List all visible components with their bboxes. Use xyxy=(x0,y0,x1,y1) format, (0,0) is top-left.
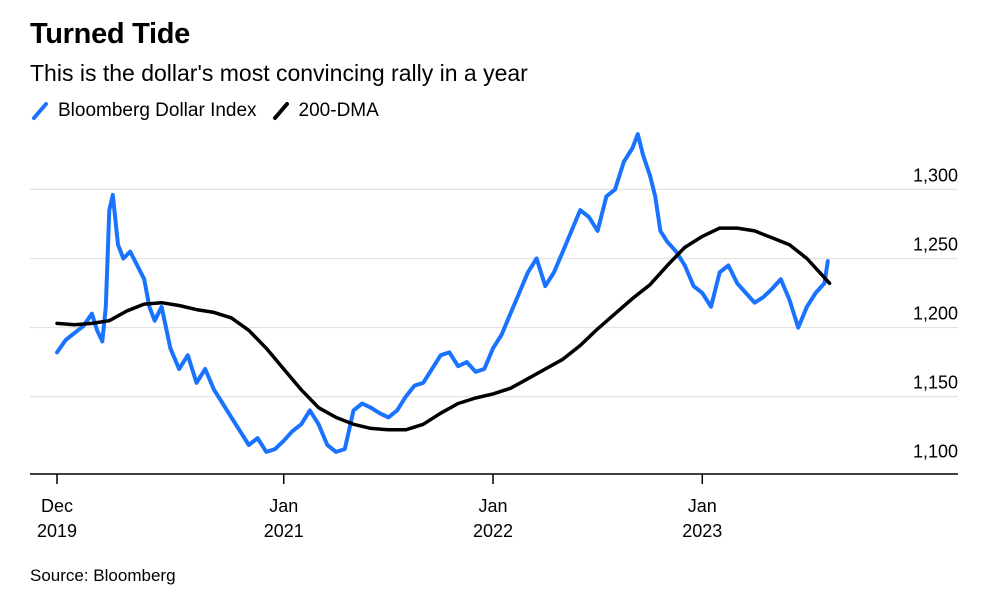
chart-title: Turned Tide xyxy=(30,18,190,50)
legend-item-200-dma: 200-DMA xyxy=(271,100,379,122)
x-tick-label: 2021 xyxy=(264,521,304,541)
gridlines xyxy=(30,188,958,398)
legend-label-200-dma: 200-DMA xyxy=(298,100,379,121)
y-axis-labels: 1,100 1,150 1,200 1,250 1,300 xyxy=(913,165,958,461)
x-axis-ticks: Dec 2019 Jan 2021 Jan 2022 Jan 2023 xyxy=(37,474,722,541)
slash-line-icon xyxy=(32,102,48,120)
x-tick-label: 2022 xyxy=(473,521,513,541)
source-note: Source: Bloomberg xyxy=(30,566,176,585)
x-tick-label: Jan xyxy=(478,496,507,516)
series-line-dollar-index xyxy=(55,132,830,454)
y-tick-label: 1,200 xyxy=(913,304,958,324)
x-tick-label: 2019 xyxy=(37,521,77,541)
x-tick-label: 2023 xyxy=(682,521,722,541)
y-tick-label: 1,100 xyxy=(913,442,958,462)
legend-label-dollar-index: Bloomberg Dollar Index xyxy=(58,100,257,121)
y-tick-label: 1,150 xyxy=(913,373,958,393)
x-tick-label: Jan xyxy=(269,496,298,516)
x-tick-label: Jan xyxy=(688,496,717,516)
legend: Bloomberg Dollar Index 200-DMA xyxy=(30,100,393,122)
y-tick-label: 1,250 xyxy=(913,234,958,254)
y-tick-label: 1,300 xyxy=(913,165,958,185)
series-layer xyxy=(55,132,832,454)
series-line-200-dma xyxy=(55,226,832,432)
legend-item-dollar-index: Bloomberg Dollar Index xyxy=(30,100,257,122)
slash-line-icon xyxy=(272,102,289,120)
x-tick-label: Dec xyxy=(41,496,73,516)
chart-subtitle: This is the dollar's most convincing ral… xyxy=(30,60,528,86)
